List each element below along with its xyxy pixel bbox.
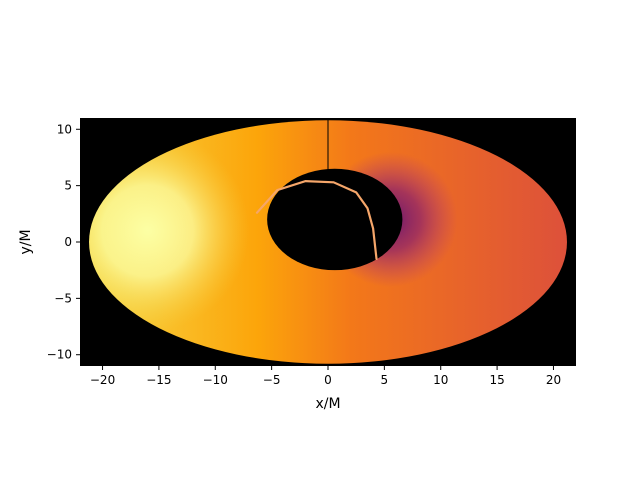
y-axis: −10 −5 0 5 10 xyxy=(47,122,80,362)
x-axis: −20 −15 −10 −5 0 5 10 15 20 xyxy=(90,366,561,387)
y-tick-label: 0 xyxy=(64,235,72,249)
x-tick-label: 10 xyxy=(433,373,448,387)
x-tick-label: 0 xyxy=(324,373,332,387)
x-tick-label: 20 xyxy=(546,373,561,387)
x-tick-label: −20 xyxy=(90,373,115,387)
y-axis-label: y/M xyxy=(18,229,34,254)
x-axis-label: x/M xyxy=(315,396,340,412)
x-tick-label: −10 xyxy=(203,373,228,387)
y-tick-label: 5 xyxy=(64,179,72,193)
y-tick-label: −10 xyxy=(47,348,72,362)
x-tick-label: 15 xyxy=(489,373,504,387)
x-tick-label: 5 xyxy=(381,373,389,387)
y-tick-label: −5 xyxy=(54,291,72,305)
plot-area xyxy=(80,118,576,366)
y-tick-label: 10 xyxy=(57,122,72,136)
x-tick-label: −5 xyxy=(263,373,281,387)
photon-ring xyxy=(255,179,378,260)
x-tick-label: −15 xyxy=(146,373,171,387)
